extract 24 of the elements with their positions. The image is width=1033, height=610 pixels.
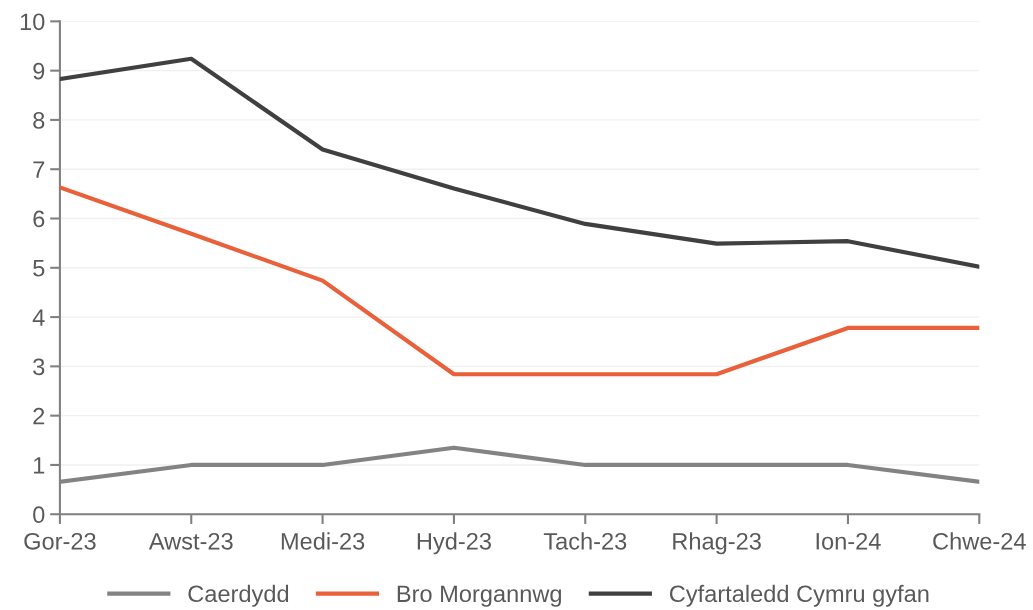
line-series [59,56,980,269]
x-tick-label: Medi-23 [281,532,365,550]
y-tick-label: 9 [33,62,45,80]
y-tick-label: 0 [33,506,45,524]
y-tick-label: 5 [33,260,45,277]
x-tick-label: Awst-23 [148,532,233,550]
x-tick-label: Chwe-24 [933,532,1026,550]
y-tick-label: 10 [20,13,45,31]
y-tick-label: 2 [33,407,45,425]
y-tick-label: 7 [33,161,45,178]
y-tick-label: 4 [32,309,45,326]
x-tick-label: Gor-23 [24,532,96,550]
x-tick-label: Rhag-23 [673,532,761,555]
y-tick-label: 6 [33,210,45,228]
legend-label: Caerdydd [188,584,289,607]
y-tick-label: 3 [33,358,45,376]
legend-label: Cyfartaledd Cymru gyfan [669,584,929,607]
x-tick-label: Ion-24 [816,532,881,550]
y-tick-label: 8 [33,111,45,129]
y-tick-label: 1 [34,457,45,474]
x-tick-label: Tach-23 [543,532,627,550]
x-tick-label: Hyd-23 [417,532,491,555]
line-series [59,185,980,377]
legend-label: Bro Morgannwg [397,585,561,607]
